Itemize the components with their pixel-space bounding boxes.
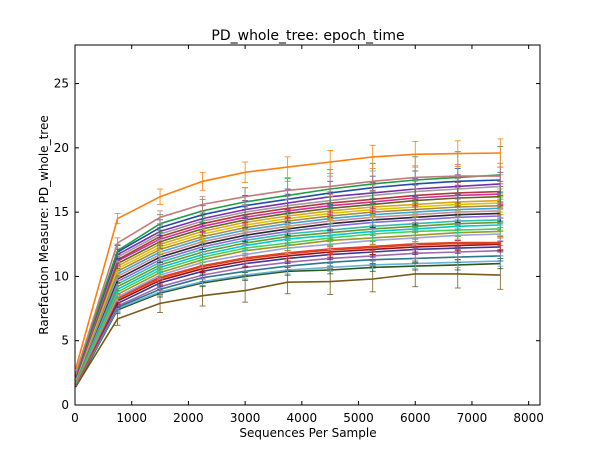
x-tick-label: 6000 — [400, 411, 431, 425]
x-tick-label: 4000 — [287, 411, 318, 425]
y-tick-label: 20 — [54, 141, 69, 155]
x-tick-label: 1000 — [116, 411, 147, 425]
y-axis-title: Rarefaction Measure: PD_whole_tree — [37, 115, 51, 334]
series-30 — [74, 259, 504, 388]
x-tick-label: 0 — [71, 411, 79, 425]
plot-area — [74, 138, 504, 388]
x-tick-label: 8000 — [513, 411, 544, 425]
x-tick-label: 3000 — [230, 411, 261, 425]
y-tick-label: 0 — [61, 398, 69, 412]
plot-frame — [74, 44, 541, 406]
y-tick-label: 5 — [61, 334, 69, 348]
y-tick-label: 25 — [54, 77, 69, 91]
series-2 — [74, 162, 504, 375]
x-axis-title: Sequences Per Sample — [239, 426, 376, 440]
x-tick-label: 2000 — [173, 411, 204, 425]
y-tick-label: 15 — [54, 205, 69, 219]
y-tick-label: 10 — [54, 269, 69, 283]
series-line — [74, 175, 501, 375]
x-axis: 0 1000 2000 3000 4000 5000 6000 7000 8000 — [71, 45, 544, 425]
series-line — [74, 152, 501, 370]
series-1 — [74, 138, 504, 370]
chart-title: PD_whole_tree: epoch_time — [211, 28, 404, 44]
y-axis: 0 5 10 15 20 25 — [54, 77, 540, 412]
series-line — [74, 273, 501, 388]
x-tick-label: 5000 — [343, 411, 374, 425]
x-tick-label: 7000 — [457, 411, 488, 425]
